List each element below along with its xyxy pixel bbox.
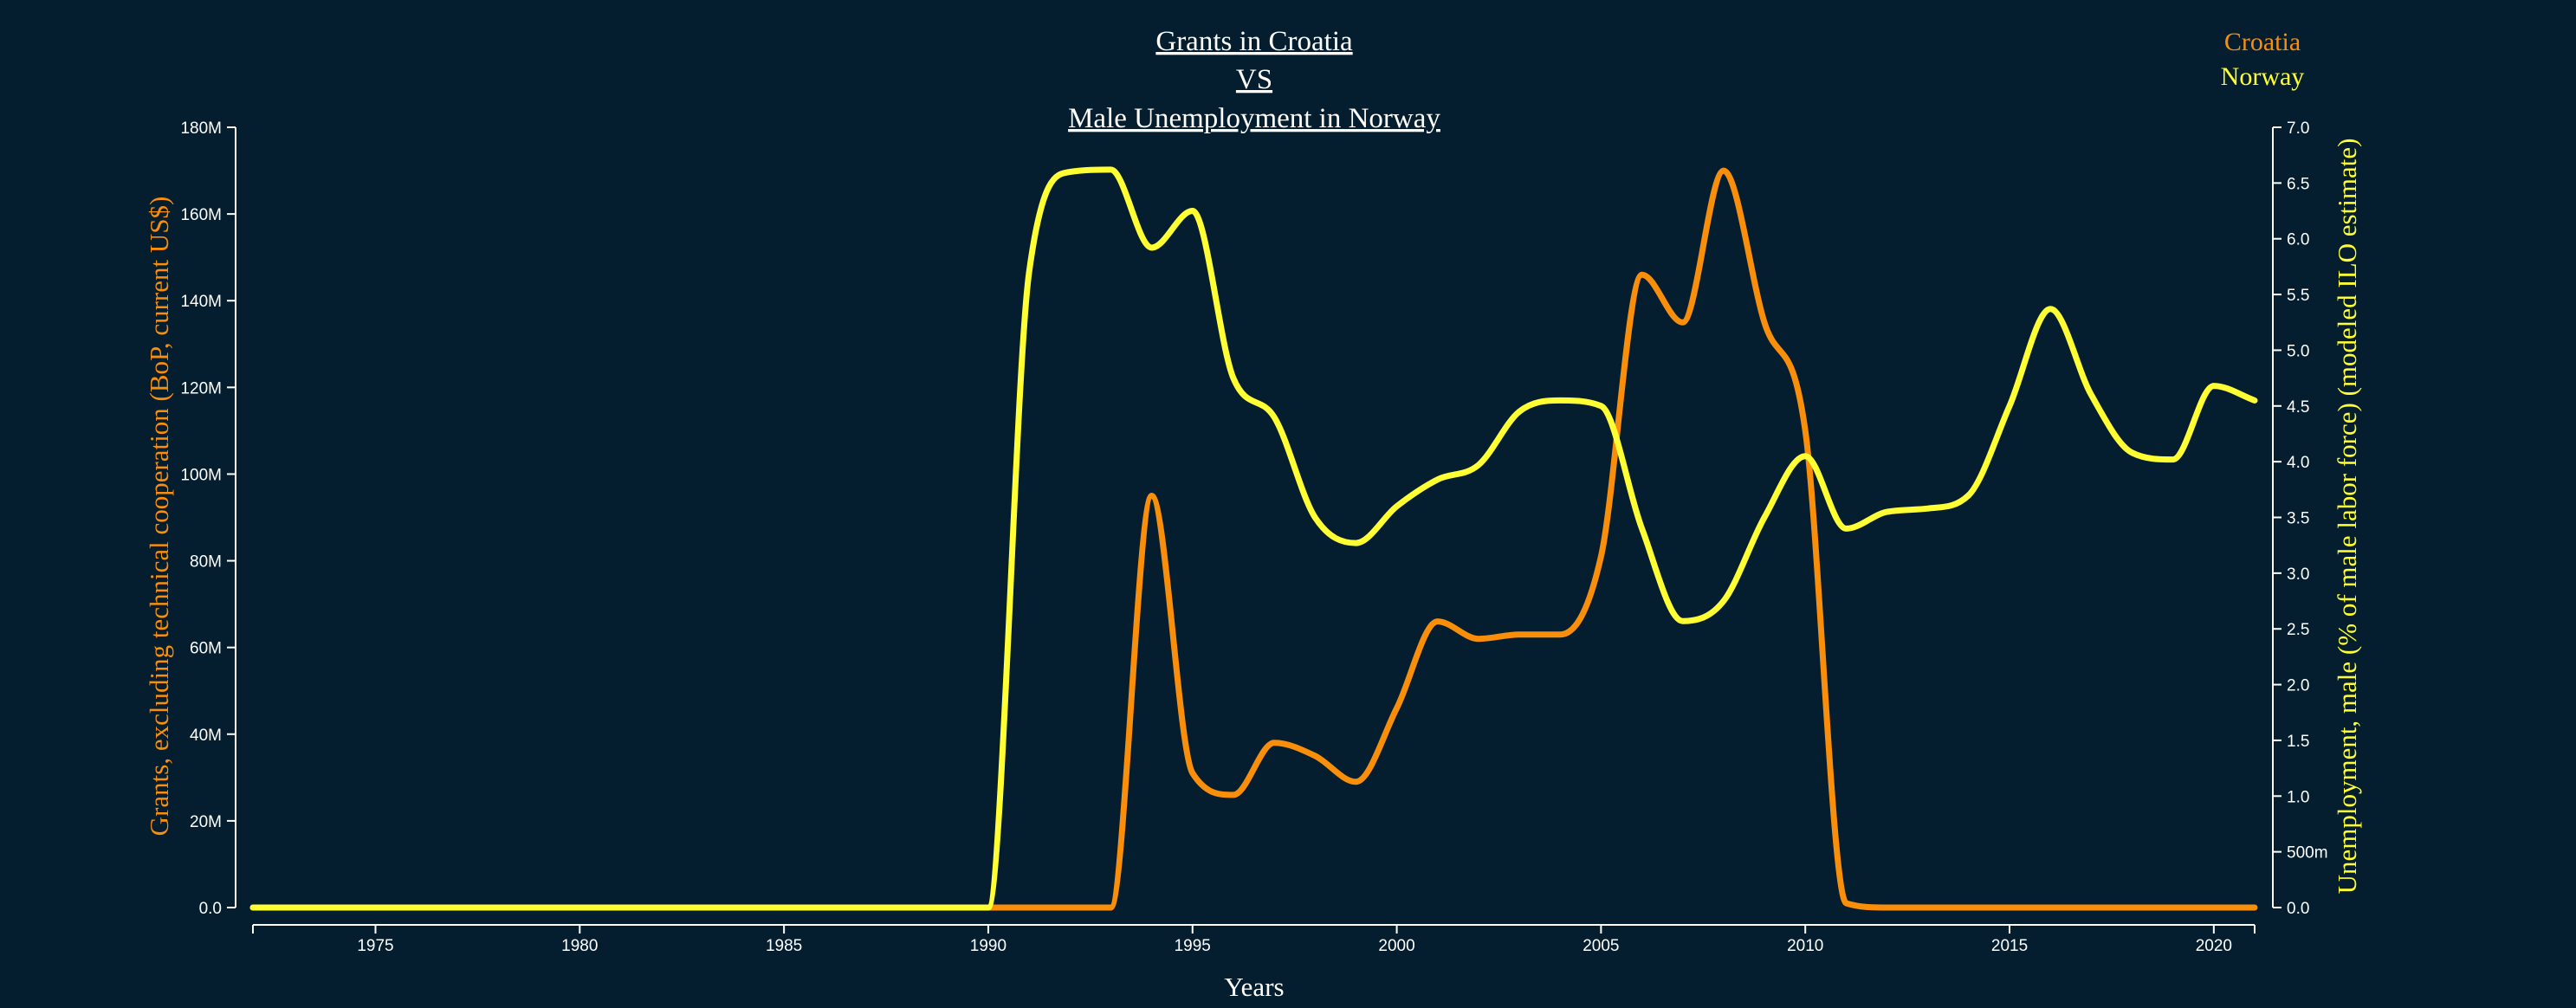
x-axis-tick-label: 2020 bbox=[2196, 937, 2232, 955]
chart-title-line: Male Unemployment in Norway bbox=[1068, 103, 1440, 134]
right-axis-tick-label: 4.0 bbox=[2287, 454, 2309, 472]
left-y-axis-title: Grants, excluding technical cooperation … bbox=[144, 197, 174, 837]
right-axis-tick-label: 2.0 bbox=[2287, 677, 2309, 695]
series-lines bbox=[249, 166, 2258, 911]
right-axis-tick-label: 3.5 bbox=[2287, 510, 2309, 528]
left-axis-tick-label: 140M bbox=[180, 293, 222, 311]
x-axis-title: Years bbox=[1224, 972, 1284, 1002]
left-axis-tick-label: 0.0 bbox=[199, 900, 222, 918]
left-axis-tick-label: 80M bbox=[190, 553, 222, 572]
right-axis-tick-label: 2.5 bbox=[2287, 621, 2309, 639]
right-y-axis: 0.0 500m 1.0 1.5 2.0 2.5 3.0 3.5 4.0 4.5 5.0 5.5 6.0… bbox=[2272, 120, 2328, 918]
left-axis-tick-label: 160M bbox=[180, 206, 222, 224]
x-axis-tick-label: 1990 bbox=[970, 937, 1006, 955]
left-axis-tick-label: 20M bbox=[190, 813, 222, 831]
legend: Croatia Norway bbox=[2221, 28, 2305, 91]
right-axis-tick-label: 6.5 bbox=[2287, 175, 2309, 193]
right-axis-tick-label: 6.0 bbox=[2287, 231, 2309, 249]
right-axis-tick-label: 1.0 bbox=[2287, 788, 2309, 806]
chart-title-line: VS bbox=[1236, 64, 1272, 95]
series-line-croatia bbox=[249, 167, 2258, 911]
right-axis-tick-label: 500m bbox=[2287, 844, 2328, 863]
left-axis-tick-label: 40M bbox=[190, 727, 222, 745]
x-axis-tick-label: 2015 bbox=[1991, 937, 2028, 955]
left-axis-tick-label: 60M bbox=[190, 640, 222, 658]
x-axis-tick-label: 1975 bbox=[357, 937, 393, 955]
chart-title-line: Grants in Croatia bbox=[1155, 26, 1353, 57]
x-axis-tick-label: 1995 bbox=[1175, 937, 1211, 955]
left-axis-tick-label: 180M bbox=[180, 120, 222, 138]
x-axis-tick-label: 2010 bbox=[1787, 937, 1823, 955]
x-axis-tick-label: 2000 bbox=[1378, 937, 1414, 955]
legend-item-norway: Norway bbox=[2221, 62, 2305, 91]
right-axis-tick-label: 4.5 bbox=[2287, 398, 2309, 417]
left-axis-tick-label: 120M bbox=[180, 379, 222, 397]
right-axis-tick-label: 5.0 bbox=[2287, 342, 2309, 360]
x-axis-tick-label: 2005 bbox=[1582, 937, 1619, 955]
chart-title: Grants in Croatia VS Male Unemployment in … bbox=[1068, 26, 1440, 134]
legend-item-croatia: Croatia bbox=[2224, 28, 2301, 56]
x-axis-tick-label: 1980 bbox=[561, 937, 598, 955]
right-axis-tick-label: 5.5 bbox=[2287, 287, 2309, 305]
right-axis-tick-label: 3.0 bbox=[2287, 565, 2309, 584]
x-axis: 1975 1980 1985 1990 1995 2000 2005 2010 2015 2020 bbox=[252, 924, 2256, 955]
right-axis-tick-label: 1.5 bbox=[2287, 733, 2309, 751]
right-axis-tick-label: 0.0 bbox=[2287, 900, 2309, 918]
x-axis-tick-label: 1985 bbox=[766, 937, 802, 955]
left-y-axis: 0.0 20M 40M 60M 80M 100M 120M 140M 160M 180M bbox=[180, 120, 236, 918]
left-axis-tick-label: 100M bbox=[180, 466, 222, 484]
right-axis-tick-label: 7.0 bbox=[2287, 120, 2309, 138]
right-y-axis-title: Unemployment, male (% of male labor forc… bbox=[2332, 139, 2362, 895]
series-line-norway bbox=[249, 166, 2258, 911]
